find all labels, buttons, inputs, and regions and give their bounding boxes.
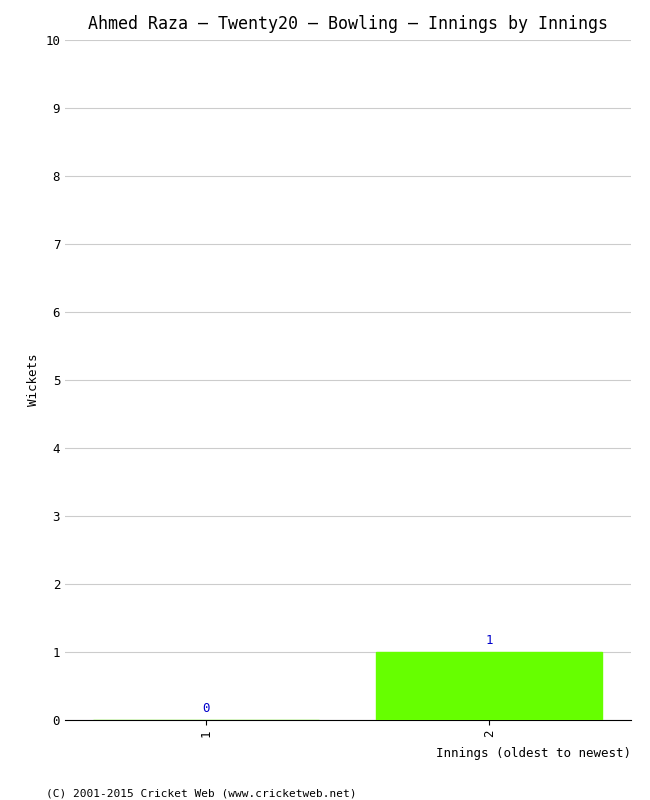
Bar	[376, 652, 603, 720]
Text: 1: 1	[486, 634, 493, 646]
X-axis label: Innings (oldest to newest): Innings (oldest to newest)	[436, 747, 630, 760]
Text: 0: 0	[203, 702, 210, 714]
Text: (C) 2001-2015 Cricket Web (www.cricketweb.net): (C) 2001-2015 Cricket Web (www.cricketwe…	[46, 788, 356, 798]
Y-axis label: Wickets: Wickets	[27, 354, 40, 406]
Title: Ahmed Raza – Twenty20 – Bowling – Innings by Innings: Ahmed Raza – Twenty20 – Bowling – Inning…	[88, 15, 608, 33]
